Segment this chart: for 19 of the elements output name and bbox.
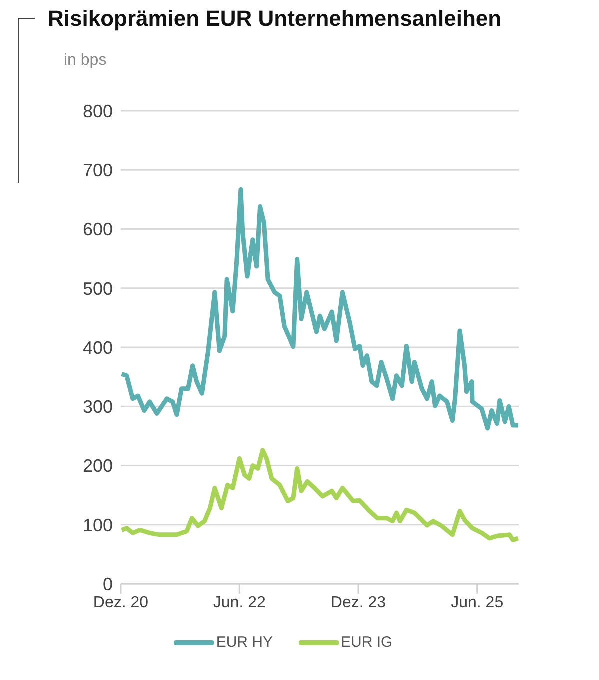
y-tick-label: 800 bbox=[82, 101, 113, 122]
y-tick-label: 100 bbox=[82, 515, 113, 536]
x-tick-label: Dez. 23 bbox=[330, 594, 386, 612]
x-tick-label: Dez. 20 bbox=[93, 594, 149, 612]
y-tick-label: 400 bbox=[82, 338, 113, 358]
x-tick-label: Jun. 25 bbox=[451, 594, 504, 612]
line-series bbox=[121, 448, 519, 542]
y-tick-label: 500 bbox=[82, 278, 113, 299]
x-tick-label: Jun. 22 bbox=[213, 594, 266, 612]
y-axis-title: in bps bbox=[64, 52, 107, 70]
y-tick-label: 600 bbox=[82, 220, 113, 240]
y-tick-label: 0 bbox=[102, 574, 113, 594]
y-tick-label: 700 bbox=[82, 160, 113, 181]
line-series bbox=[121, 187, 519, 431]
y-tick-label: 200 bbox=[82, 456, 113, 476]
y-tick-label: 300 bbox=[82, 397, 113, 418]
legend-label: EUR IG bbox=[340, 634, 393, 651]
legend-label: EUR HY bbox=[215, 634, 273, 651]
chart-title: Risikoprämien EUR Unternehmensanleihen bbox=[48, 6, 502, 32]
